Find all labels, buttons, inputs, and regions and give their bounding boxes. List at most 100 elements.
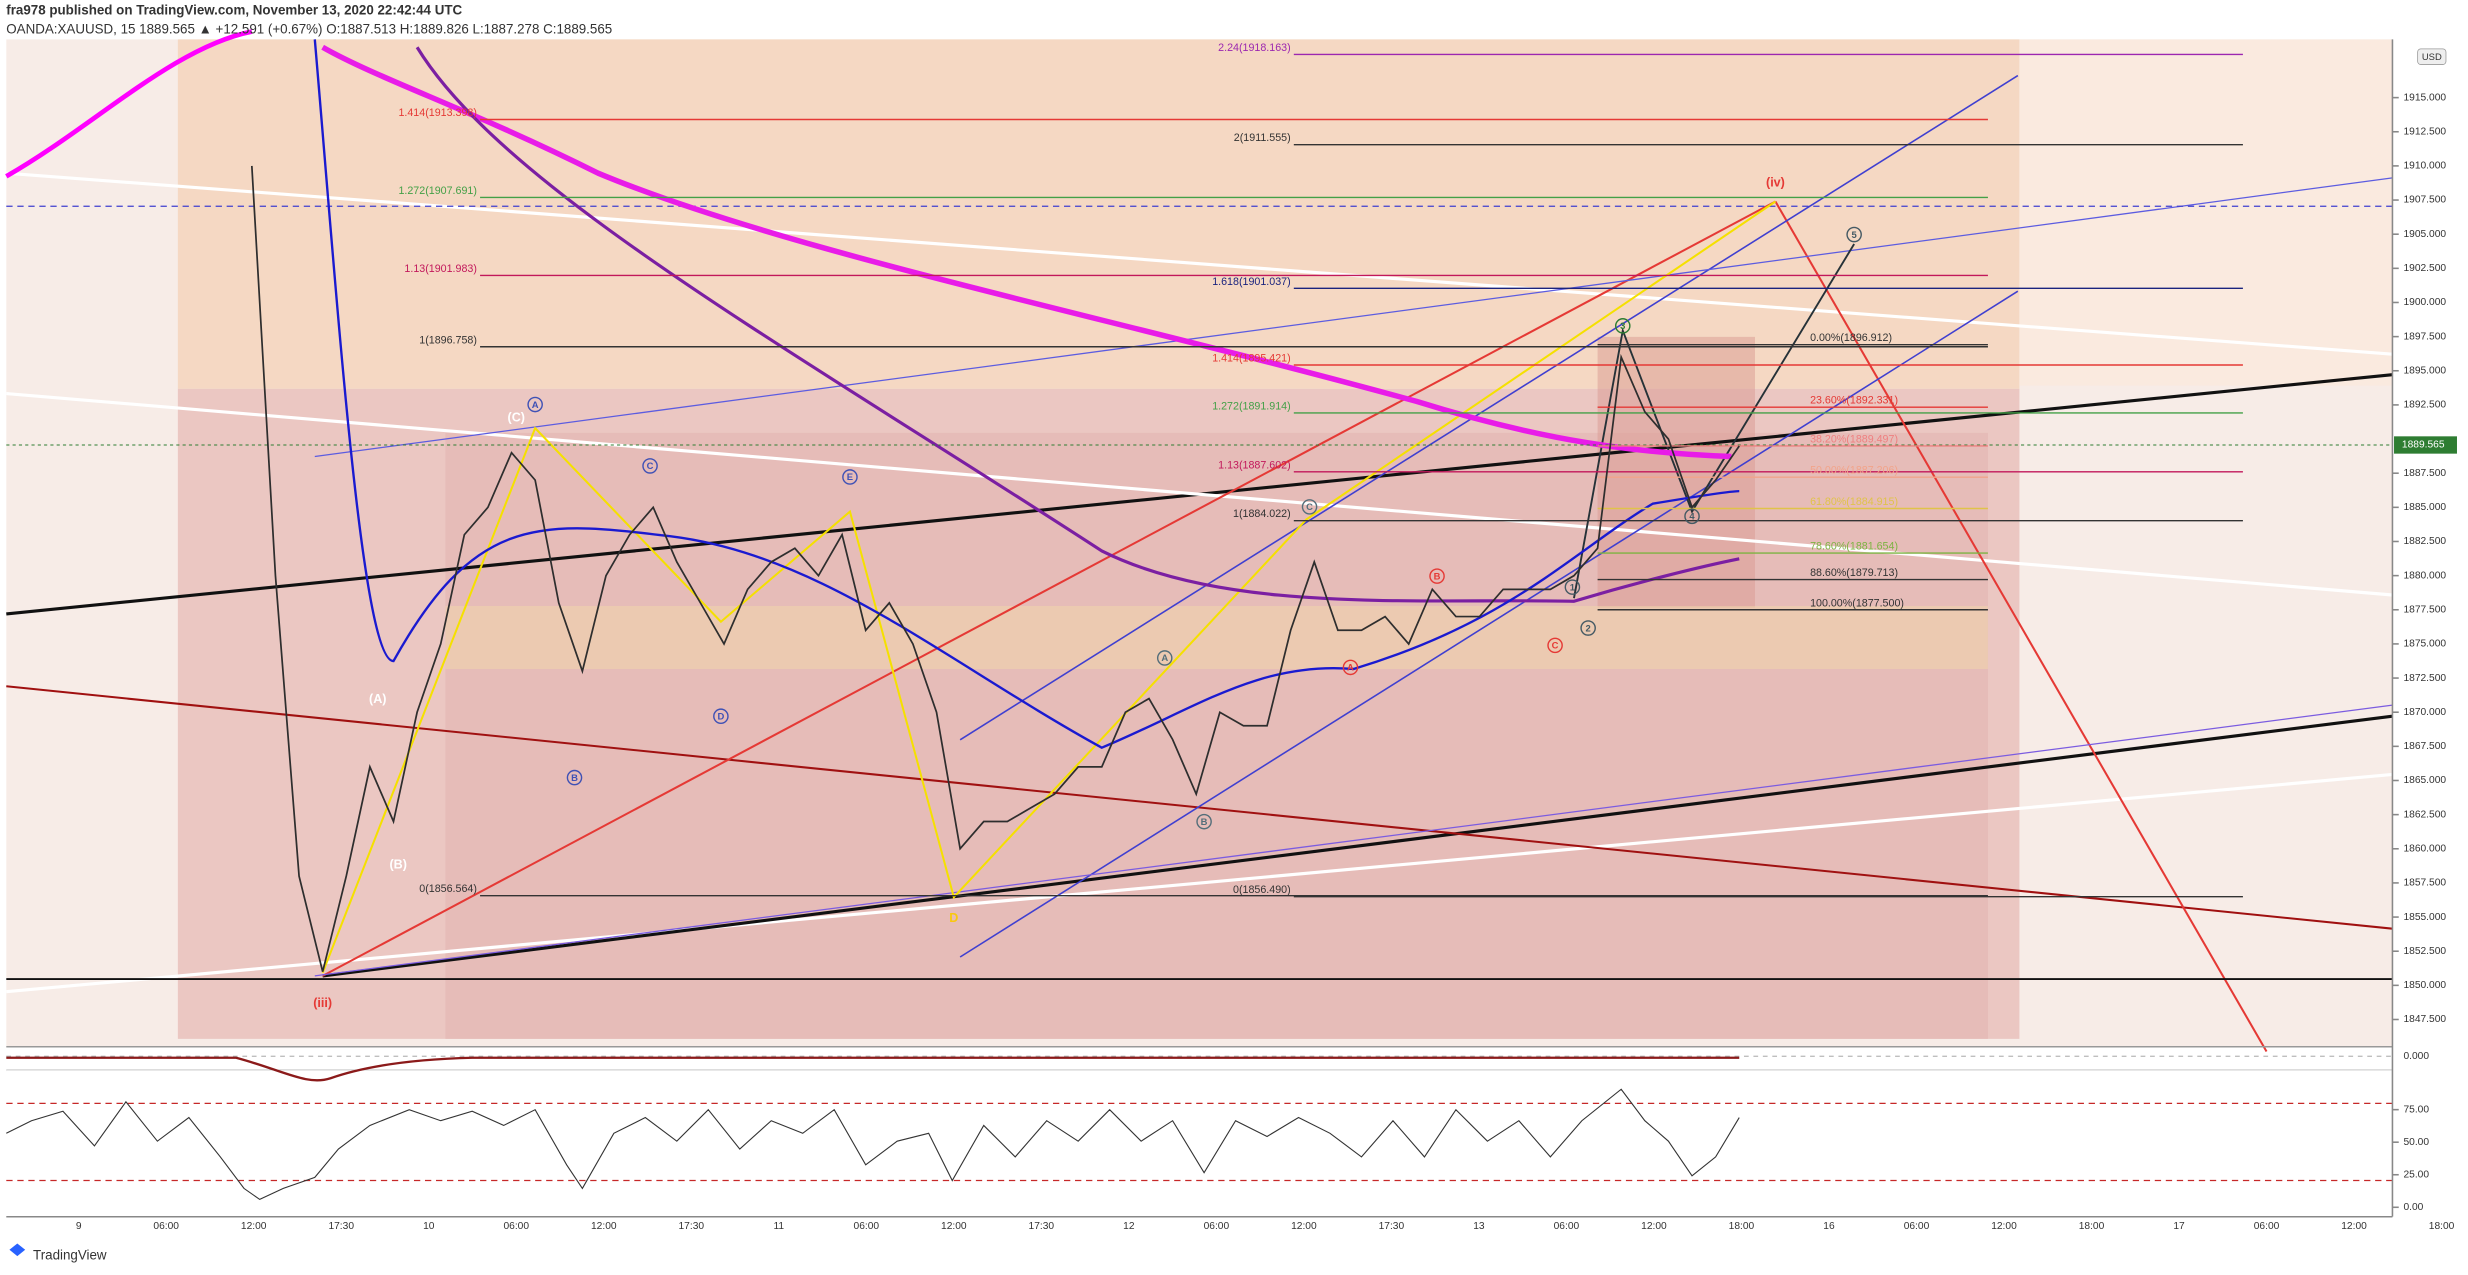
wave-label: 5 <box>1852 230 1857 241</box>
time-label: 18:00 <box>2429 1221 2455 1232</box>
price-tick-label: 1882.500 <box>2403 536 2446 547</box>
fib-label: 1(1896.758) <box>419 334 477 346</box>
time-label: 06:00 <box>1554 1221 1580 1232</box>
wave-marker <box>527 396 543 413</box>
wave-marker <box>1429 568 1445 584</box>
wave-marker <box>642 458 658 474</box>
time-label: 12:00 <box>1291 1221 1317 1232</box>
time-label: 12:00 <box>2341 1221 2367 1232</box>
brand: TradingView <box>33 1248 107 1263</box>
wave-marker <box>1614 318 1631 334</box>
rsi-tick-label: 0.00 <box>2403 1202 2423 1213</box>
channel <box>314 177 2393 458</box>
price-tick-label: 1905.000 <box>2403 229 2446 240</box>
time-label: 10 <box>423 1221 435 1232</box>
logo <box>9 1243 26 1257</box>
price-tick-label: 1910.000 <box>2403 161 2446 172</box>
price-axis-bg <box>2392 39 2468 1217</box>
zone-right <box>2019 39 2393 386</box>
macd-line <box>6 1056 1740 1082</box>
current-price-label: 1889.565 <box>2402 440 2445 451</box>
time-label: 12 <box>1123 1221 1135 1232</box>
rsi-tick-label: 75.00 <box>2403 1104 2429 1115</box>
wave-label: E <box>847 472 853 483</box>
time-label: 18:00 <box>1729 1221 1755 1232</box>
price-tick-label: 1852.500 <box>2403 946 2446 957</box>
trendline <box>6 391 2393 597</box>
price-tick-label: 1900.000 <box>2403 297 2446 308</box>
fib-label: 2(1911.555) <box>1234 132 1291 144</box>
price-tick-label: 1872.500 <box>2403 673 2446 684</box>
time-label: 17:30 <box>1379 1221 1405 1232</box>
wave-marker <box>1846 226 1862 243</box>
price-tick-label: 1847.500 <box>2403 1014 2446 1025</box>
fib-label: 78.60%(1881.654) <box>1810 541 1898 553</box>
rsi-tick-label: 50.00 <box>2403 1137 2429 1148</box>
fib-label: 1(1884.022) <box>1233 508 1291 520</box>
price-tick-label: 1860.000 <box>2403 843 2446 854</box>
wave-label: A <box>532 400 539 411</box>
price-tick-label: 1855.000 <box>2403 912 2446 923</box>
channel <box>314 704 2393 977</box>
wave-label: (C) <box>508 410 525 424</box>
time-label: 17 <box>2173 1221 2185 1232</box>
fib-label: 2.24(1918.163) <box>1218 42 1290 54</box>
price-tick-label: 1875.000 <box>2403 639 2446 650</box>
price-tick-label: 1902.500 <box>2403 263 2446 274</box>
rsi-pane <box>6 1070 2393 1216</box>
wave-label: A <box>1347 663 1354 674</box>
wave-label: 4 <box>1689 512 1695 523</box>
author-line: fra978 published on TradingView.com, Nov… <box>6 3 462 18</box>
wave-label: (A) <box>369 692 386 706</box>
price-tick-label: 1897.500 <box>2403 331 2446 342</box>
price-line <box>250 165 1740 972</box>
wave-label: (iii) <box>313 996 332 1010</box>
wave-marker <box>566 769 583 786</box>
currency-box <box>2417 48 2447 65</box>
wave-marker <box>1196 813 1212 830</box>
price-tick-label: 1850.000 <box>2403 980 2446 991</box>
price-tick-label: 1880.000 <box>2403 570 2446 581</box>
time-label: 11 <box>774 1221 785 1232</box>
wave-label: C <box>1552 641 1559 652</box>
fib-label: 100.00%(1877.500) <box>1810 597 1904 609</box>
time-label: 16 <box>1823 1221 1835 1232</box>
price-tick-label: 1915.000 <box>2403 92 2446 103</box>
fib-label: 50.00%(1887.206) <box>1810 465 1898 477</box>
price-tick-label: 1892.500 <box>2403 400 2446 411</box>
moving-average <box>415 46 1740 603</box>
zone-upper <box>177 39 2020 389</box>
fib-label: 0.00%(1896.912) <box>1810 332 1892 344</box>
symbol-line: OANDA:XAUUSD, 15 1889.565 ▲ +12.591 (+0.… <box>6 21 612 36</box>
time-label: 06:00 <box>153 1221 179 1232</box>
wave-marker <box>1156 650 1173 666</box>
wave-marker <box>1564 579 1581 595</box>
wave-label: C <box>1306 502 1313 513</box>
wave-label: B <box>1434 571 1441 582</box>
fib-label: 1.13(1887.602) <box>1218 459 1290 471</box>
channel <box>959 290 2019 958</box>
price-tick-label: 1865.000 <box>2403 775 2446 786</box>
wave-marker <box>842 469 858 485</box>
drawings <box>5 29 2393 1052</box>
current-price-box <box>2394 436 2457 454</box>
time-label: 17:30 <box>328 1221 354 1232</box>
fib-label: 88.60%(1879.713) <box>1810 567 1898 579</box>
price-tick-label: 1857.500 <box>2403 878 2446 889</box>
fib-label: 1.414(1913.398) <box>398 107 476 119</box>
time-label: 12:00 <box>1991 1221 2017 1232</box>
wave-label: 2 <box>1586 623 1591 634</box>
fib-label: 61.80%(1884.915) <box>1810 496 1898 508</box>
moving-average <box>321 44 1732 460</box>
time-label: 06:00 <box>1904 1221 1930 1232</box>
trendline <box>6 685 2393 930</box>
wave-label: B <box>1201 817 1208 828</box>
price-tick-label: 1885.000 <box>2403 502 2446 513</box>
fib-label: 1.272(1891.914) <box>1212 400 1290 412</box>
wave-label: (B) <box>389 857 406 871</box>
price-tick-label: 1870.000 <box>2403 707 2446 718</box>
wave-marker <box>1301 499 1318 515</box>
time-label: 13 <box>1473 1221 1485 1232</box>
time-label: 12:00 <box>1641 1221 1667 1232</box>
channel <box>959 74 2019 741</box>
